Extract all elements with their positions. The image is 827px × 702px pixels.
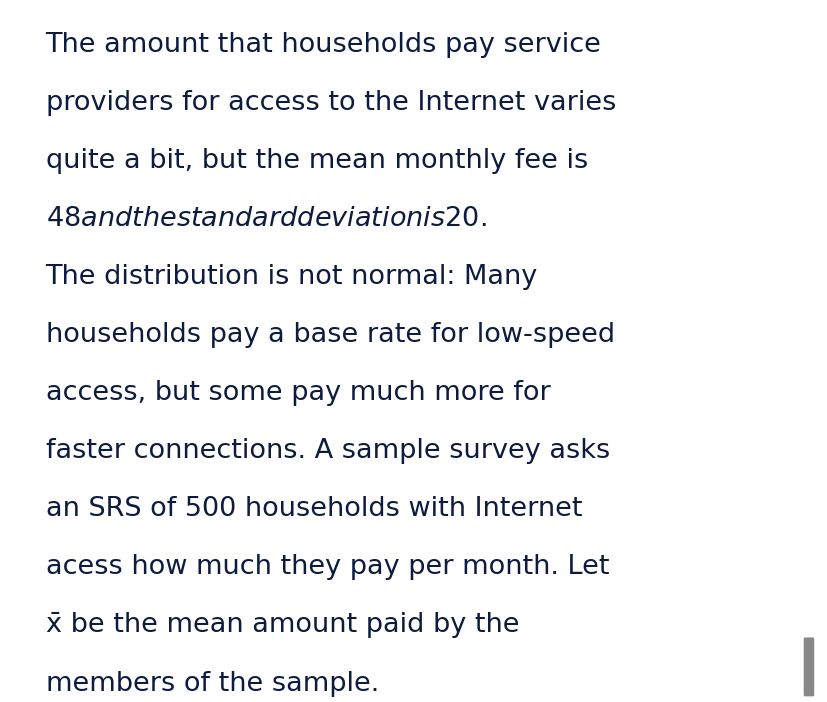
Text: faster connections. A sample survey asks: faster connections. A sample survey asks — [45, 438, 609, 464]
Text: access, but some pay much more for: access, but some pay much more for — [45, 380, 550, 406]
Text: $48 and the standard deviation is $20.: $48 and the standard deviation is $20. — [45, 206, 485, 232]
FancyBboxPatch shape — [804, 638, 812, 696]
Text: x̄ be the mean amount paid by the: x̄ be the mean amount paid by the — [45, 612, 519, 639]
Text: acess how much they pay per month. Let: acess how much they pay per month. Let — [45, 555, 609, 581]
Text: an SRS of 500 households with Internet: an SRS of 500 households with Internet — [45, 496, 581, 522]
Text: providers for access to the Internet varies: providers for access to the Internet var… — [45, 90, 615, 116]
Text: households pay a base rate for low-speed: households pay a base rate for low-speed — [45, 322, 614, 348]
Text: members of the sample.: members of the sample. — [45, 670, 378, 696]
Text: quite a bit, but the mean monthly fee is: quite a bit, but the mean monthly fee is — [45, 147, 587, 174]
Text: The distribution is not normal: Many: The distribution is not normal: Many — [45, 264, 538, 290]
Text: The amount that households pay service: The amount that households pay service — [45, 32, 600, 58]
